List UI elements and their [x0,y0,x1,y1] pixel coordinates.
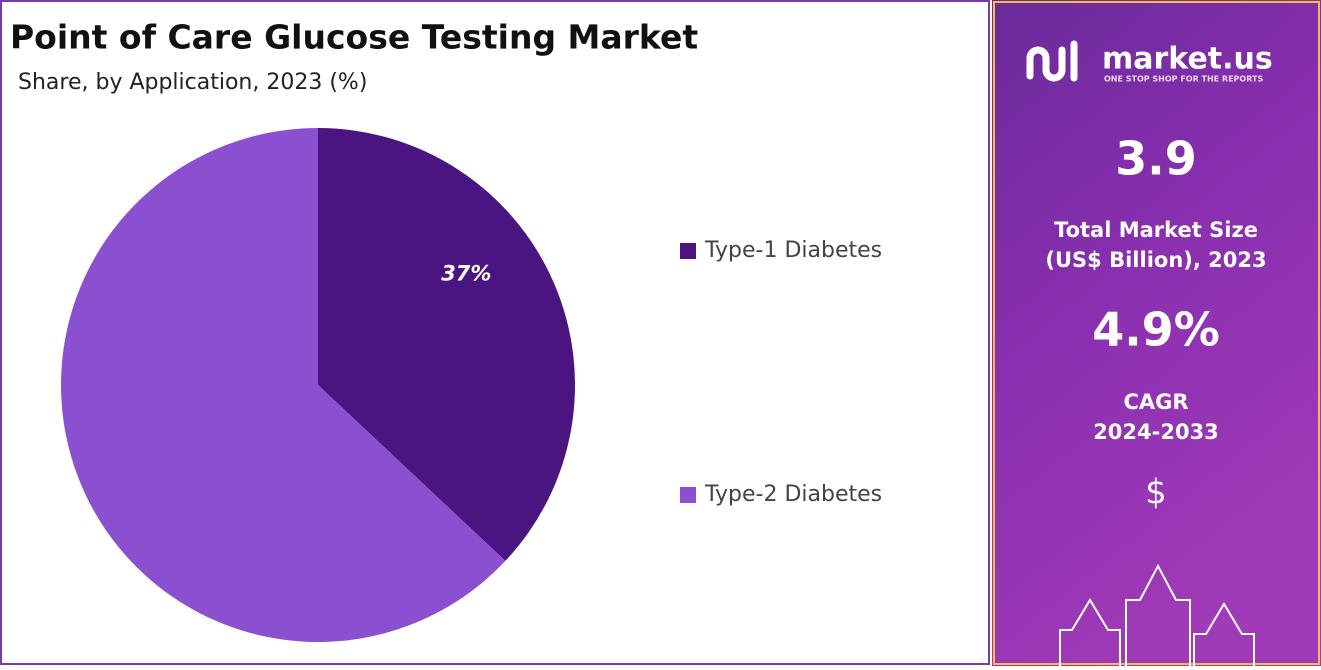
logo-text: market.us [1102,42,1273,77]
currency-icon: $ [1145,473,1167,513]
data-label: 37% [441,261,491,285]
pie: 37% [60,128,575,643]
market-size-label: Total Market Size [1054,218,1258,242]
legend-swatch [680,487,696,503]
logo-icon [1026,40,1078,82]
legend-swatch [680,243,696,259]
arrows-decoration [1059,563,1255,666]
legend-label: Type-2 Diabetes [704,482,882,507]
chart-title: Point of Care Glucose Testing Market [10,18,698,57]
pie-slice [60,128,506,643]
cagr-label: 2024-2033 [1093,420,1219,444]
chart-subtitle: Share, by Application, 2023 (%) [18,70,367,95]
legend-label: Type-1 Diabetes [704,238,882,263]
cagr-label: CAGR [1123,390,1188,414]
side-border [993,1,1320,665]
pie-slice [318,128,575,561]
legend: Type-1 Diabetes Type-2 Diabetes [680,238,882,507]
logo-tagline: ONE STOP SHOP FOR THE REPORTS [1104,75,1263,84]
market-size-label: (US$ Billion), 2023 [1045,248,1266,272]
side-panel [992,0,1321,666]
cagr-value: 4.9% [1092,303,1220,357]
market-size: 3.9 [1115,132,1197,186]
